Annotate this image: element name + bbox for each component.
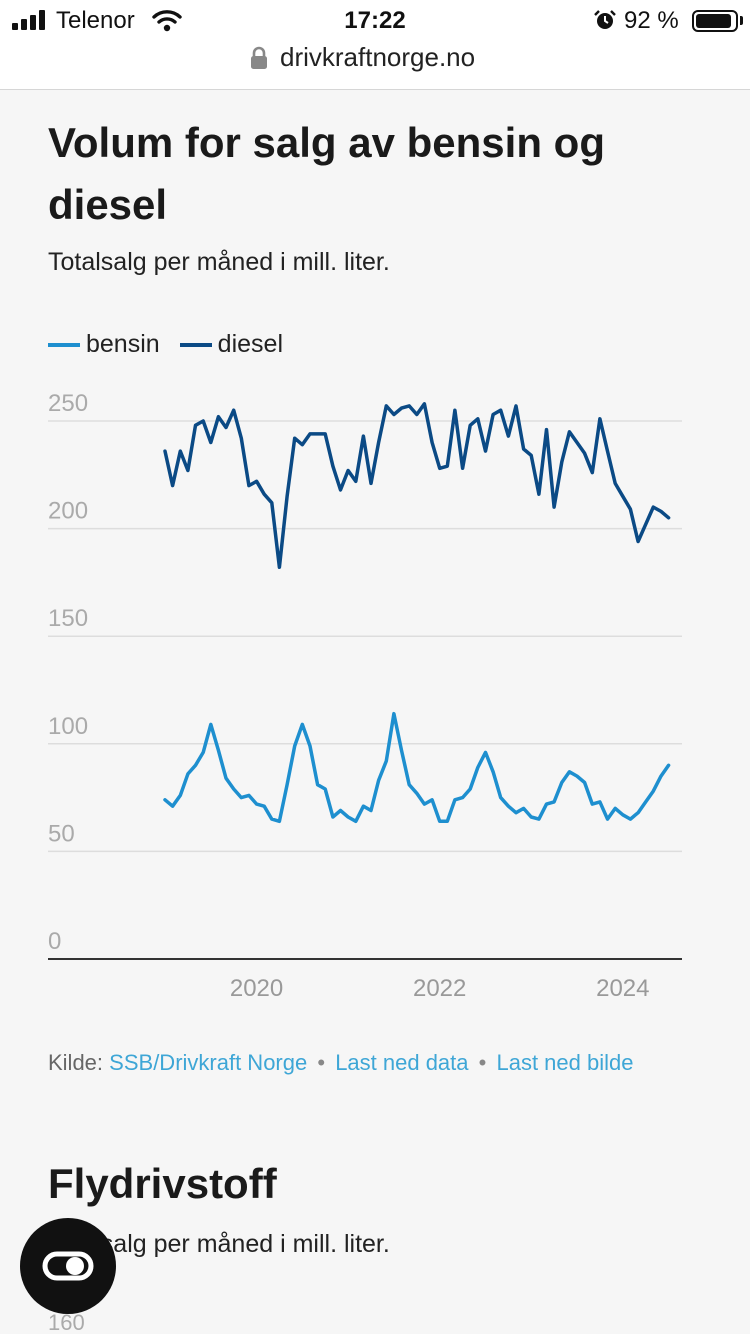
chart-title: Volum for salg av bensin og diesel [48, 119, 605, 228]
chart-legend: bensin diesel [48, 330, 283, 359]
battery-percent: 92 % [624, 7, 679, 34]
download-data-link[interactable]: Last ned data [335, 1050, 469, 1075]
address-bar[interactable]: drivkraftnorge.no [0, 42, 750, 90]
clock: 17:22 [344, 7, 406, 34]
section-title: Flydrivstoff [48, 1160, 277, 1207]
battery-nub [740, 16, 743, 25]
lock-icon [251, 46, 267, 69]
signal-icon [12, 10, 48, 30]
legend-swatch-bensin [48, 342, 80, 347]
y-tick-label: 200 [48, 498, 88, 525]
legend-swatch-diesel [179, 342, 212, 347]
wifi-icon [152, 10, 182, 32]
y-tick-label: 50 [48, 820, 75, 847]
y-tick-label: 0 [48, 928, 61, 955]
chart-subtitle: Totalsalg per måned i mill. liter. [48, 248, 390, 276]
source-line: Kilde: SSB/Drivkraft Norge • Last ned da… [48, 1050, 633, 1076]
line-chart: 0 50 100 150 200 250 2020 2022 2024 [48, 390, 682, 1002]
y-tick-label: 100 [48, 713, 88, 740]
x-tick-label: 2022 [413, 975, 466, 1002]
battery-icon [692, 10, 738, 32]
y-tick-label: 250 [48, 390, 88, 417]
legend-item-bensin[interactable]: bensin [48, 330, 160, 359]
y-tick-label: 150 [48, 605, 88, 632]
carrier-name: Telenor [56, 7, 135, 34]
floating-action-button[interactable] [20, 1218, 116, 1314]
separator-dot: • [317, 1050, 326, 1075]
source-label: Kilde: [48, 1050, 104, 1075]
legend-label-diesel: diesel [217, 330, 283, 358]
source-link[interactable]: SSB/Drivkraft Norge [109, 1050, 308, 1075]
legend-label-bensin: bensin [86, 330, 160, 358]
series-line-diesel [163, 402, 671, 570]
toggle-icon [42, 1251, 94, 1281]
legend-item-diesel[interactable]: diesel [179, 330, 283, 359]
x-tick-label: 2020 [230, 975, 283, 1002]
status-bar: Telenor 17:22 92 % [0, 0, 750, 42]
x-tick-label: 2024 [596, 975, 649, 1002]
separator-dot: • [478, 1050, 487, 1075]
url-text[interactable]: drivkraftnorge.no [280, 42, 476, 72]
next-chart-ytick: 160 [48, 1310, 85, 1334]
series-line-bensin [163, 711, 671, 824]
download-image-link[interactable]: Last ned bilde [496, 1050, 634, 1075]
alarm-icon [594, 10, 616, 29]
